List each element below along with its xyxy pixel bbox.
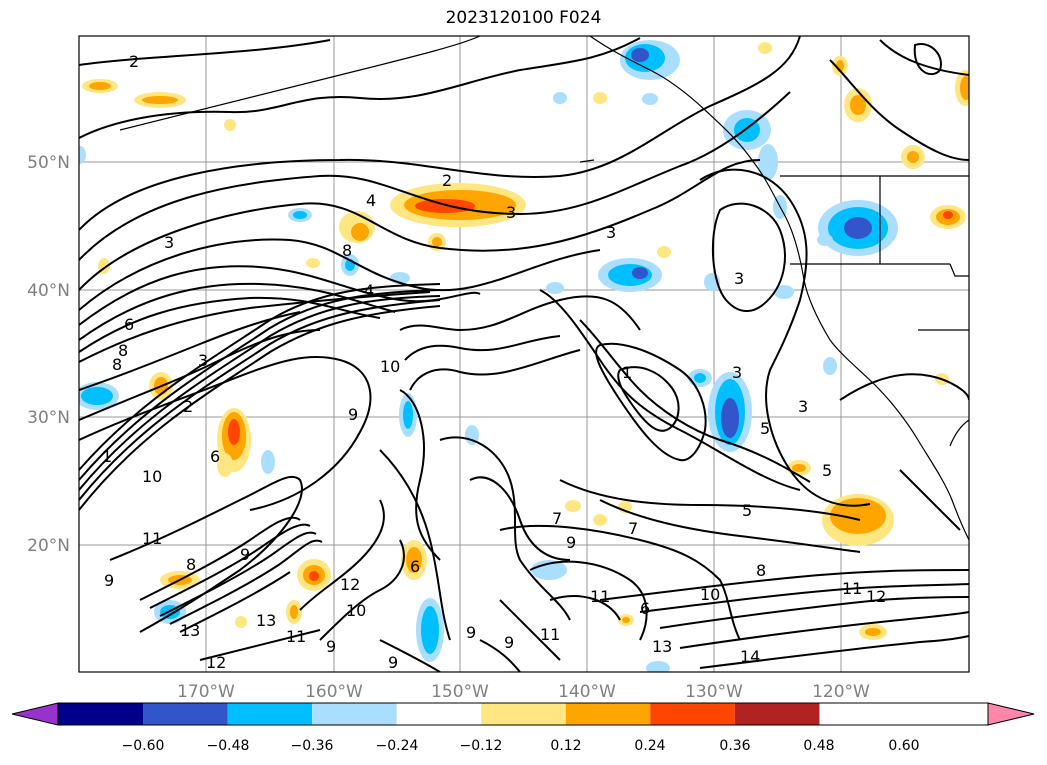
contour-label: 3 <box>164 233 174 252</box>
lon-label-120w: 120°W <box>812 682 870 702</box>
contour-label: 12 <box>340 575 360 594</box>
colorbar-ticks: −0.60 −0.48 −0.36 −0.24 −0.12 0.12 0.24 … <box>122 738 920 754</box>
contour-label: 5 <box>760 419 770 438</box>
contour-label: 3 <box>606 223 616 242</box>
contour-lines <box>79 36 969 672</box>
contour-label: 8 <box>112 355 122 374</box>
colorbar-tick: −0.12 <box>460 738 503 754</box>
colorbar-extend-min <box>11 702 59 726</box>
contour-label: 1 <box>622 363 632 382</box>
contour-label: 9 <box>326 637 336 656</box>
colorbar: −0.60 −0.48 −0.36 −0.24 −0.12 0.12 0.24 … <box>11 702 1035 754</box>
contour-label: 11 <box>286 627 306 646</box>
lon-label-160w: 160°W <box>305 682 363 702</box>
map-title: 2023120100 F024 <box>445 8 602 28</box>
contour-label: 12 <box>206 653 226 672</box>
contour-label: 6 <box>210 447 220 466</box>
contour-label: 6 <box>410 557 420 576</box>
lat-label-50n: 50°N <box>27 153 70 173</box>
contour-label: 9 <box>348 405 358 424</box>
colorbar-cell <box>396 703 482 725</box>
contour-label: 10 <box>142 467 162 486</box>
contour-label: 4 <box>366 191 376 210</box>
lon-label-170w: 170°W <box>177 682 235 702</box>
contour-label: 10 <box>380 357 400 376</box>
colorbar-frame <box>57 702 989 726</box>
contour-label: 13 <box>256 611 276 630</box>
colorbar-cell <box>565 703 651 725</box>
contour-label: 5 <box>822 461 832 480</box>
contour-label: 5 <box>742 501 752 520</box>
colorbar-tick: 0.60 <box>888 738 919 754</box>
colorbar-tick: 0.36 <box>719 738 750 754</box>
contour-label: 6 <box>124 315 134 334</box>
contour-label: 11 <box>142 529 162 548</box>
contour-label: 2 <box>129 52 139 71</box>
colorbar-tick: 0.48 <box>803 738 834 754</box>
contour-label: 9 <box>240 545 250 564</box>
contour-label: 7 <box>552 509 562 528</box>
contour-label: 12 <box>866 587 886 606</box>
coastlines <box>119 36 969 541</box>
contour-label: 4 <box>364 281 374 300</box>
contour-label: 9 <box>104 571 114 590</box>
colorbar-extend-max <box>987 702 1035 726</box>
contour-label: 8 <box>756 561 766 580</box>
lon-label-140w: 140°W <box>558 682 616 702</box>
colorbar-tick: −0.36 <box>291 738 334 754</box>
colorbar-cell <box>312 703 397 725</box>
contour-label: 9 <box>466 623 476 642</box>
contour-labels: 2 3 4 8 2 3 3 3 8 6 8 4 9 10 1 2 3 1 3 5… <box>102 52 886 672</box>
contour-label: 3 <box>506 203 516 222</box>
contour-label: 1 <box>102 447 112 466</box>
contour-label: 7 <box>628 519 638 538</box>
lat-label-40n: 40°N <box>27 281 70 301</box>
contour-label: 13 <box>180 621 200 640</box>
contour-label: 3 <box>798 397 808 416</box>
contour-label: 10 <box>700 585 720 604</box>
colorbar-cell <box>227 703 313 725</box>
lon-label-130w: 130°W <box>685 682 743 702</box>
colorbar-tick: −0.24 <box>376 738 419 754</box>
colorbar-cell <box>481 703 566 725</box>
contour-label: 11 <box>540 625 560 644</box>
contour-label: 14 <box>740 647 760 666</box>
contour-label: 8 <box>342 241 352 260</box>
latitude-labels: 50°N 40°N 30°N 20°N <box>27 153 70 556</box>
contour-label: 2 <box>183 397 193 416</box>
contour-label: 6 <box>640 599 650 618</box>
colorbar-tick: −0.60 <box>122 738 165 754</box>
colorbar-tick: 0.24 <box>634 738 665 754</box>
contour-label: 3 <box>732 363 742 382</box>
contour-label: 3 <box>198 351 208 370</box>
map-frame <box>78 35 970 673</box>
contour-label: 8 <box>118 341 128 360</box>
contour-label: 11 <box>590 587 610 606</box>
contour-label: 10 <box>346 601 366 620</box>
colorbar-cell <box>58 703 143 725</box>
colorbar-cell <box>734 703 820 725</box>
contour-label: 2 <box>442 171 452 190</box>
colorbar-tick: −0.48 <box>207 738 250 754</box>
contour-label: 9 <box>566 533 576 552</box>
colorbar-cell <box>650 703 735 725</box>
contour-label: 11 <box>842 579 862 598</box>
longitude-labels: 170°W 160°W 150°W 140°W 130°W 120°W <box>177 682 870 702</box>
colorbar-tick: 0.12 <box>550 738 581 754</box>
colorbar-cell <box>143 703 228 725</box>
contour-label: 3 <box>734 269 744 288</box>
lat-label-20n: 20°N <box>27 536 70 556</box>
map-panel: 2 3 4 8 2 3 3 3 8 6 8 4 9 10 1 2 3 1 3 5… <box>79 36 969 672</box>
lon-label-150w: 150°W <box>431 682 489 702</box>
lat-label-30n: 30°N <box>27 408 70 428</box>
contour-label: 9 <box>504 633 514 652</box>
contour-label: 9 <box>388 653 398 672</box>
contour-label: 8 <box>186 555 196 574</box>
contour-label: 13 <box>652 637 672 656</box>
